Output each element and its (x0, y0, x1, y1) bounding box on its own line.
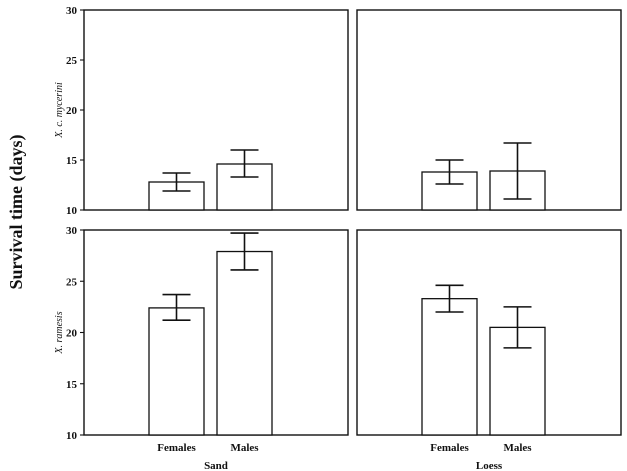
y-tick-label-row1-25: 25 (66, 276, 78, 288)
panel-frame-x-ramesis-loess (356, 229, 622, 436)
y-tick-label-row0-30: 30 (66, 5, 78, 17)
category-label-sand-females: Females (157, 442, 196, 454)
category-label-loess-females: Females (430, 442, 469, 454)
y-tick-label-row1-30: 30 (66, 225, 78, 237)
panel-frame-x-c-mycerini-sand (83, 9, 349, 211)
y-tick-label-row0-25: 25 (66, 55, 78, 67)
bar-x-ramesis-loess-females (421, 298, 478, 436)
y-axis-title: Survival time (days) (6, 134, 27, 289)
panel-frame-x-c-mycerini-loess (356, 9, 622, 211)
plot-area: 10 15 20 25 30 X. c. mycerini 10 15 20 25 30 X. ram… (54, 5, 622, 471)
bar-x-ramesis-sand-females (148, 307, 205, 436)
y-tick-label-row0-10: 10 (66, 205, 78, 217)
group-label-loess: Loess (476, 460, 503, 471)
y-tick-label-row0-15: 15 (66, 155, 78, 167)
bar-x-ramesis-sand-males (216, 250, 273, 436)
row-label-x-c-mycerini: X. c. mycerini (54, 82, 65, 139)
group-label-sand: Sand (204, 460, 228, 471)
row-label-x-ramesis: X. ramesis (54, 311, 65, 354)
y-tick-label-row0-20: 20 (66, 105, 78, 117)
category-label-sand-males: Males (230, 442, 259, 454)
category-label-loess-males: Males (503, 442, 532, 454)
panel-frame-x-ramesis-sand (83, 229, 349, 436)
y-tick-label-row1-15: 15 (66, 379, 78, 391)
y-tick-label-row1-10: 10 (66, 430, 78, 442)
y-tick-label-row1-20: 20 (66, 328, 78, 340)
